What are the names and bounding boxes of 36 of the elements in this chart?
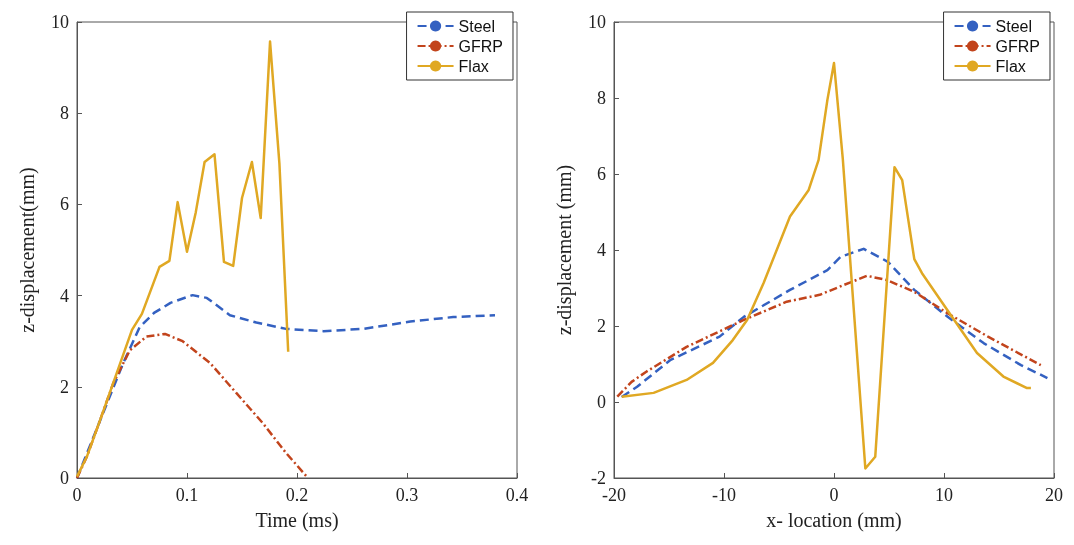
legend-label: Flax [458, 57, 489, 75]
x-tick-label: -10 [712, 485, 736, 505]
y-tick-label: 10 [51, 12, 69, 32]
y-tick-label: 8 [597, 88, 606, 108]
y-tick-label: 2 [60, 376, 69, 397]
x-axis-title: Time (ms) [255, 509, 339, 532]
legend-label: Flax [995, 57, 1026, 75]
y-tick-label: 4 [597, 240, 606, 260]
y-tick-label: 8 [60, 103, 69, 124]
legend-label: Steel [995, 17, 1033, 35]
line-series [616, 274, 1043, 398]
x-tick-label: 0.3 [395, 485, 419, 505]
y-tick-label: 6 [597, 164, 606, 184]
y-axis-title: z-displacement (mm) [553, 164, 576, 336]
x-tick-label: 0.4 [505, 485, 529, 505]
x-tick-label: 0 [829, 485, 839, 505]
y-tick-label: 4 [60, 285, 69, 306]
x-tick-label: 0.2 [285, 485, 309, 505]
line-series [620, 247, 1049, 399]
y-tick-label: 6 [60, 194, 69, 215]
y-axis-title: z-displacement(mm) [16, 167, 39, 333]
x-tick-label: -20 [602, 485, 626, 505]
line-series [620, 61, 1033, 470]
y-tick-label: 0 [60, 468, 69, 488]
y-tick-label: 2 [597, 316, 606, 336]
y-tick-label: -2 [591, 468, 606, 488]
x-tick-label: 0.1 [175, 485, 199, 505]
legend-label: Steel [458, 17, 496, 35]
x-axis-title: x- location (mm) [766, 509, 902, 532]
legend-label: GFRP [995, 37, 1041, 55]
y-tick-label: 10 [588, 12, 606, 32]
x-tick-label: 20 [1045, 485, 1063, 505]
line-series [75, 40, 290, 478]
x-tick-label: 10 [935, 485, 953, 505]
y-tick-label: 0 [597, 392, 606, 412]
legend-label: GFRP [458, 37, 504, 55]
